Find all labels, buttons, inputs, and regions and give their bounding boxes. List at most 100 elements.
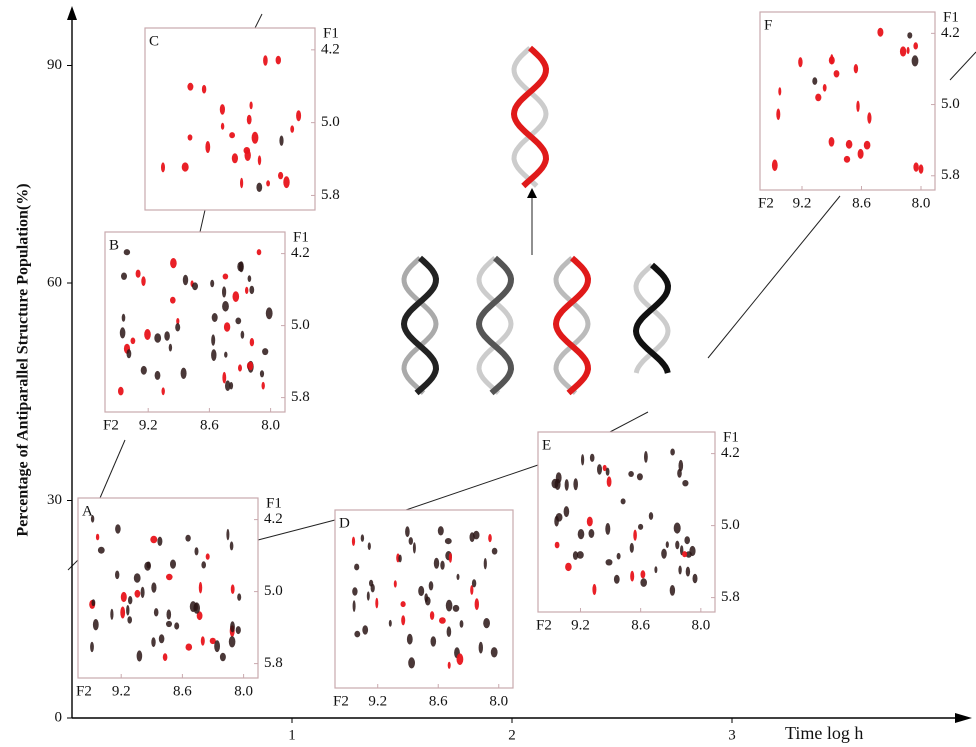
peak [564,479,569,491]
peak [166,609,172,620]
peak [673,522,681,534]
f2-tick-label: 8.6 [429,693,448,709]
peak [219,652,226,662]
connector [199,209,206,233]
spectrum-panel: A F14.2 5.0 5.8 F2 9.2 8.6 8.0 [76,495,283,699]
peak [474,598,479,611]
peak [418,585,425,597]
peak [433,557,440,569]
peak [592,583,597,596]
peak [222,273,229,280]
peak [229,541,234,551]
peak [194,547,199,556]
peak [677,468,682,478]
peak [127,616,132,624]
peak [429,611,435,620]
f2-tick-label: 8.0 [912,195,931,211]
f2-tick-label: 8.0 [261,417,280,433]
peak [161,387,165,396]
x-tick-label: 3 [728,727,736,743]
peak [231,153,238,164]
peak [263,55,268,66]
peak [238,261,244,273]
peak [483,618,490,629]
peak [136,650,143,662]
peak [412,542,416,554]
f1-tick-label: 5.8 [291,389,310,405]
peak [554,478,561,490]
peak [597,464,602,475]
peak [196,611,203,621]
peak [665,541,669,548]
peak [685,566,691,577]
strand [476,256,514,395]
peak [428,581,434,591]
connectors [67,13,976,571]
peak [907,32,913,39]
peak [822,84,827,92]
spectrum-panel: B F14.2 5.0 5.8 F2 9.2 8.6 8.0 [103,229,310,433]
peak [187,134,193,141]
peak [224,351,228,358]
peak [192,282,198,291]
peak [828,137,835,147]
peak [251,131,259,144]
panel-label: F [764,17,772,33]
peak [229,132,236,139]
f1-tick-label: 4.2 [721,445,740,461]
peak [266,180,270,187]
peak [815,93,822,102]
peak [230,584,235,594]
f2-tick-label: 8.0 [489,693,508,709]
f1-label: F1 [323,25,339,41]
peak [225,380,231,392]
peak [771,159,778,172]
y-tick-label: 30 [47,492,62,508]
peak [406,633,413,645]
peak [247,275,252,282]
peak [230,621,235,633]
peak [278,171,284,180]
peak [162,653,168,661]
peak [170,258,177,269]
spectrum-panel: E F14.2 5.0 5.8 F2 9.2 8.6 8.0 [536,429,740,633]
peak [689,545,696,557]
peak [240,330,245,339]
peak [437,526,444,536]
peak [181,162,189,172]
peak [629,542,634,553]
peak [408,537,413,545]
f1-tick-label: 5.8 [941,167,960,183]
peak [640,578,647,587]
peak [605,559,613,566]
f1-tick-label: 4.2 [291,245,310,261]
peak [899,46,907,57]
peak [198,581,203,594]
panel-label: B [109,237,119,253]
panel-label: A [82,503,93,519]
peak [128,596,133,605]
peak [290,125,295,133]
peak [222,286,227,298]
peak [201,561,206,569]
peak [369,579,374,587]
peak [628,471,634,477]
peak [182,274,189,286]
peak [669,585,676,596]
peak [153,608,159,617]
connector [949,51,976,81]
f2-tick-label: 8.0 [234,683,253,699]
f1-label: F1 [266,495,282,511]
f2-label: F2 [333,693,349,709]
peak [120,606,126,619]
peak [140,365,147,375]
peak [913,42,918,50]
peak [245,286,249,294]
peak [446,626,452,637]
peak [856,100,860,113]
y-arrow [67,6,77,20]
peak [205,141,211,153]
peak [248,361,254,371]
peak [115,524,121,534]
peak [275,55,281,65]
